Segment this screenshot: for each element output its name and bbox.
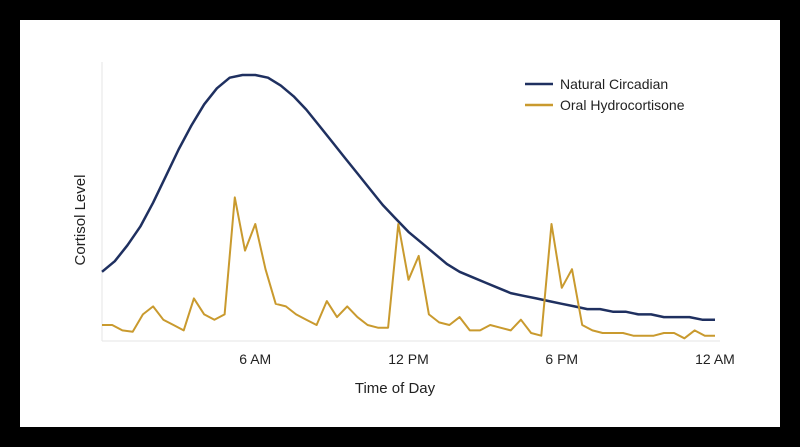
cortisol-chart: 6 AM 12 PM 6 PM 12 AM Time of Day Cortisol … xyxy=(72,62,735,397)
x-axis-title: Time of Day xyxy=(355,380,436,397)
x-tick-label: 6 PM xyxy=(545,351,578,367)
x-tick-label: 6 AM xyxy=(239,351,271,367)
legend-label: Natural Circadian xyxy=(560,76,668,92)
x-tick-label: 12 PM xyxy=(388,351,428,367)
series-line-natural-circadian xyxy=(101,73,715,321)
y-axis-title: Cortisol Level xyxy=(72,175,89,266)
legend-label: Oral Hydrocortisone xyxy=(560,97,685,113)
x-tick-label: 12 AM xyxy=(695,351,735,367)
legend: Natural Circadian Oral Hydrocortisone xyxy=(525,76,685,113)
series-line-oral-hydrocortisone xyxy=(102,196,715,340)
chart-card: 6 AM 12 PM 6 PM 12 AM Time of Day Cortisol … xyxy=(20,20,780,427)
x-tick-labels: 6 AM 12 PM 6 PM 12 AM xyxy=(239,351,735,367)
axes xyxy=(101,62,720,342)
series-layer xyxy=(101,73,715,340)
